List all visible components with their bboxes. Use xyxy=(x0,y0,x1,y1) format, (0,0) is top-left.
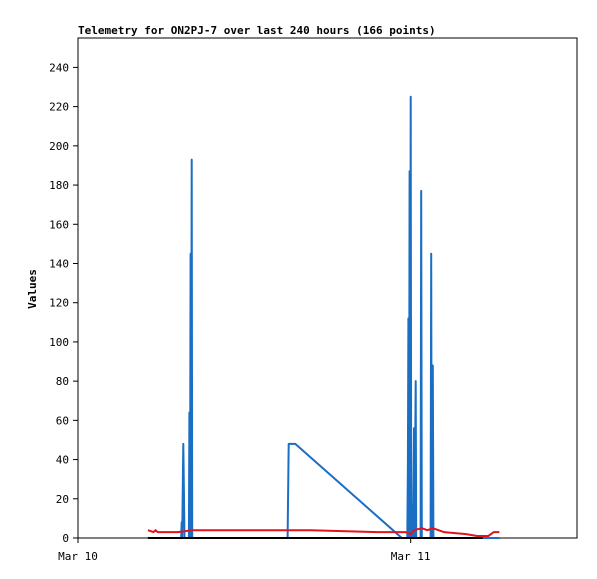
y-tick-label: 160 xyxy=(49,218,69,231)
y-tick-label: 200 xyxy=(49,140,69,153)
y-tick-label: 60 xyxy=(56,414,69,427)
x-tick-label: Mar 10 xyxy=(58,550,98,563)
y-tick-label: 80 xyxy=(56,375,69,388)
plot-frame xyxy=(77,37,578,539)
y-tick-label: 40 xyxy=(56,454,69,467)
y-axis-label: Values xyxy=(26,269,39,309)
series-line-1 xyxy=(147,95,500,539)
y-tick-label: 220 xyxy=(49,101,69,114)
y-tick-label: 120 xyxy=(49,297,69,310)
y-tick-label: 240 xyxy=(49,61,69,74)
x-axis: Mar 10 Mar 11 xyxy=(58,538,431,563)
y-tick-label: 0 xyxy=(62,532,69,545)
chart-title: Telemetry for ON2PJ-7 over last 240 hour… xyxy=(78,24,436,37)
y-tick-label: 20 xyxy=(56,493,69,506)
y-tick-label: 140 xyxy=(49,257,69,270)
x-tick-label: Mar 11 xyxy=(391,550,431,563)
series-layer xyxy=(147,95,500,539)
y-axis: 0 20 40 60 80 100 120 140 160 180 200 220 240 xyxy=(49,61,78,545)
series-line-2 xyxy=(147,527,500,537)
y-tick-label: 100 xyxy=(49,336,69,349)
y-tick-label: 180 xyxy=(49,179,69,192)
